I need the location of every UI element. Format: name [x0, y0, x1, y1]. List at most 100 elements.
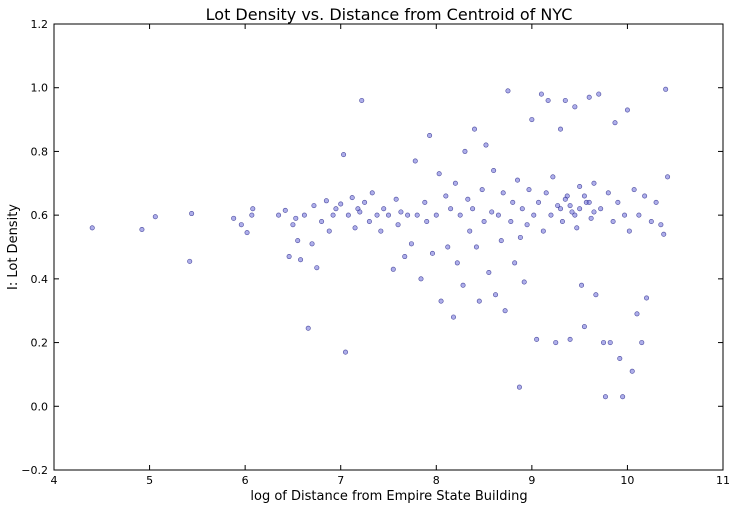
data-point	[529, 117, 535, 123]
data-point	[433, 212, 439, 218]
data-point	[398, 209, 404, 215]
data-point	[467, 228, 473, 234]
data-point	[579, 282, 585, 288]
data-point	[326, 228, 332, 234]
data-point	[250, 206, 256, 212]
data-point	[567, 336, 573, 342]
data-point	[577, 183, 583, 189]
data-point	[567, 203, 573, 209]
data-point	[648, 219, 654, 225]
data-point	[479, 187, 485, 193]
data-point	[596, 91, 602, 97]
data-point	[665, 174, 671, 180]
data-point	[357, 209, 363, 215]
data-point	[460, 282, 466, 288]
data-point	[572, 104, 578, 110]
data-point	[543, 190, 549, 196]
data-point	[470, 206, 476, 212]
data-point	[443, 193, 449, 199]
data-point	[476, 298, 482, 304]
x-tick-label: 5	[146, 474, 153, 487]
plot-frame	[53, 23, 724, 471]
data-point	[352, 225, 358, 231]
data-point	[550, 174, 556, 180]
y-tick-label: 0.2	[31, 337, 49, 350]
data-point	[512, 260, 518, 266]
data-point	[636, 212, 642, 218]
data-point	[615, 199, 621, 205]
data-point	[586, 94, 592, 100]
data-point	[622, 212, 628, 218]
data-point	[408, 241, 414, 247]
data-point	[427, 133, 433, 139]
data-point	[385, 212, 391, 218]
data-point	[653, 199, 659, 205]
data-point	[374, 212, 380, 218]
data-point	[187, 258, 193, 264]
data-point	[305, 325, 311, 331]
data-point	[610, 219, 616, 225]
data-point	[591, 209, 597, 215]
x-tick-label: 8	[433, 474, 440, 487]
data-point	[244, 230, 250, 236]
data-point	[642, 193, 648, 199]
data-point	[298, 257, 304, 263]
data-point	[366, 219, 372, 225]
data-point	[493, 292, 499, 298]
y-tick-label: 1.2	[31, 18, 49, 31]
data-point	[330, 212, 336, 218]
x-axis-title: log of Distance from Empire State Buildi…	[250, 489, 527, 504]
data-point	[574, 225, 580, 231]
data-point	[548, 212, 554, 218]
data-point	[489, 209, 495, 215]
data-point	[508, 219, 514, 225]
data-point	[402, 254, 408, 260]
data-point	[631, 187, 637, 193]
data-point	[663, 86, 669, 92]
y-tick-label: 0.6	[31, 209, 49, 222]
data-point	[519, 206, 525, 212]
data-point	[605, 190, 611, 196]
x-tick-label: 9	[528, 474, 535, 487]
data-point	[545, 97, 551, 103]
data-point	[581, 193, 587, 199]
data-point	[378, 228, 384, 234]
data-point	[658, 222, 664, 228]
data-point	[452, 180, 458, 186]
data-point	[620, 394, 626, 400]
data-point	[349, 195, 355, 201]
data-point	[593, 292, 599, 298]
x-tick-label: 7	[337, 474, 344, 487]
data-point	[422, 199, 428, 205]
data-point	[369, 190, 375, 196]
data-point	[457, 212, 463, 218]
data-point	[555, 203, 561, 209]
data-point	[607, 340, 613, 346]
data-point	[152, 214, 158, 220]
data-point	[515, 177, 521, 183]
data-point	[538, 91, 544, 97]
data-point	[338, 201, 344, 207]
data-point	[486, 269, 492, 275]
data-point	[553, 340, 559, 346]
data-point	[617, 355, 623, 361]
data-point	[450, 314, 456, 320]
data-point	[505, 88, 511, 94]
data-point	[89, 225, 95, 231]
data-point	[412, 158, 418, 164]
data-point	[311, 203, 317, 209]
data-point	[524, 222, 530, 228]
data-point	[323, 198, 329, 204]
y-tick-label: −0.2	[21, 464, 48, 477]
data-point	[577, 206, 583, 212]
data-point	[601, 340, 607, 346]
y-tick-label: 0.4	[31, 273, 49, 286]
data-point	[626, 228, 632, 234]
data-point	[588, 215, 594, 221]
data-point	[624, 107, 630, 113]
data-point	[436, 171, 442, 177]
data-point	[644, 295, 650, 301]
data-point	[602, 394, 608, 400]
data-point	[231, 215, 237, 221]
data-point	[517, 234, 523, 240]
